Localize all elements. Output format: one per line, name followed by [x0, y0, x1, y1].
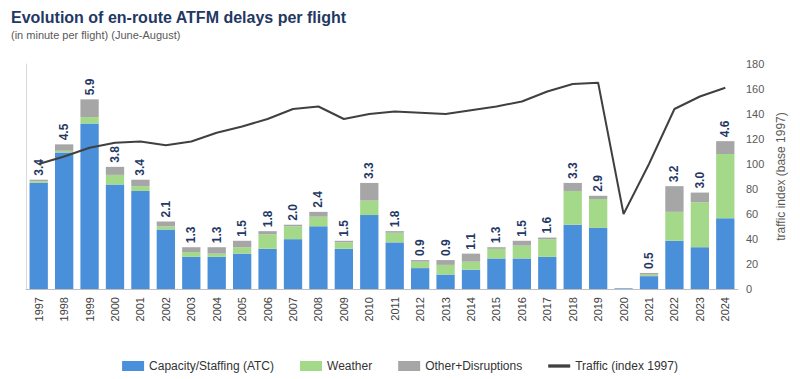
svg-text:2013: 2013	[440, 297, 452, 321]
svg-text:Other+Disruptions: Other+Disruptions	[425, 359, 522, 373]
svg-text:2021: 2021	[643, 297, 655, 321]
svg-text:2001: 2001	[134, 297, 146, 321]
svg-text:2023: 2023	[694, 297, 706, 321]
svg-text:180: 180	[746, 58, 764, 70]
svg-text:2012: 2012	[414, 297, 426, 321]
svg-text:2024: 2024	[719, 297, 731, 321]
svg-text:2019: 2019	[592, 297, 604, 321]
svg-text:1.3: 1.3	[184, 226, 198, 243]
svg-text:2007: 2007	[287, 297, 299, 321]
svg-text:2016: 2016	[516, 297, 528, 321]
svg-text:80: 80	[746, 183, 758, 195]
svg-text:2002: 2002	[160, 297, 172, 321]
svg-text:100: 100	[746, 158, 764, 170]
svg-text:2005: 2005	[236, 297, 248, 321]
svg-text:2017: 2017	[541, 297, 553, 321]
svg-text:3.0: 3.0	[693, 172, 707, 189]
svg-text:3.4: 3.4	[133, 159, 147, 176]
svg-text:Traffic (index 1997): Traffic (index 1997)	[575, 359, 678, 373]
svg-text:3.8: 3.8	[108, 146, 122, 163]
svg-text:2.1: 2.1	[159, 200, 173, 217]
svg-text:1.8: 1.8	[388, 210, 402, 227]
svg-text:1.3: 1.3	[210, 226, 224, 243]
svg-text:140: 140	[746, 108, 764, 120]
svg-text:Capacity/Staffing (ATC): Capacity/Staffing (ATC)	[149, 359, 274, 373]
svg-text:120: 120	[746, 133, 764, 145]
svg-text:traffic index (base 1997): traffic index (base 1997)	[774, 112, 788, 241]
svg-text:1.6: 1.6	[540, 217, 554, 234]
svg-text:1.5: 1.5	[337, 220, 351, 237]
svg-text:1.5: 1.5	[235, 220, 249, 237]
svg-text:1.5: 1.5	[515, 220, 529, 237]
svg-text:2.0: 2.0	[286, 204, 300, 221]
svg-text:20: 20	[746, 258, 758, 270]
svg-text:3.3: 3.3	[362, 162, 376, 179]
svg-text:2018: 2018	[567, 297, 579, 321]
svg-text:5.9: 5.9	[83, 78, 97, 95]
svg-text:0.5: 0.5	[642, 252, 656, 269]
svg-text:2.9: 2.9	[591, 175, 605, 192]
svg-text:0.9: 0.9	[439, 239, 453, 256]
svg-text:4.5: 4.5	[57, 123, 71, 140]
svg-text:2014: 2014	[465, 297, 477, 321]
svg-text:2003: 2003	[185, 297, 197, 321]
svg-text:0: 0	[746, 283, 752, 295]
svg-text:40: 40	[746, 233, 758, 245]
svg-text:2015: 2015	[490, 297, 502, 321]
svg-text:1.3: 1.3	[489, 226, 503, 243]
svg-text:2004: 2004	[211, 297, 223, 321]
svg-text:3.2: 3.2	[667, 165, 681, 182]
svg-text:1.8: 1.8	[261, 210, 275, 227]
svg-text:Evolution of en-route ATFM del: Evolution of en-route ATFM delays per fl…	[11, 9, 347, 26]
svg-text:1.1: 1.1	[464, 233, 478, 250]
svg-text:(in minute per flight) (June-A: (in minute per flight) (June-August)	[11, 29, 180, 41]
svg-text:1999: 1999	[84, 297, 96, 321]
svg-text:1997: 1997	[33, 297, 45, 321]
svg-text:2006: 2006	[262, 297, 274, 321]
svg-text:2.4: 2.4	[311, 191, 325, 208]
svg-text:2008: 2008	[312, 297, 324, 321]
svg-text:2009: 2009	[338, 297, 350, 321]
svg-text:0.9: 0.9	[413, 239, 427, 256]
svg-text:Weather: Weather	[327, 359, 372, 373]
svg-text:4.6: 4.6	[718, 120, 732, 137]
svg-text:3.4: 3.4	[32, 159, 46, 176]
svg-text:2022: 2022	[668, 297, 680, 321]
svg-text:60: 60	[746, 208, 758, 220]
svg-text:3.3: 3.3	[566, 162, 580, 179]
svg-text:160: 160	[746, 83, 764, 95]
svg-text:2010: 2010	[363, 297, 375, 321]
svg-text:1998: 1998	[58, 297, 70, 321]
svg-text:2000: 2000	[109, 297, 121, 321]
svg-text:2011: 2011	[389, 297, 401, 321]
svg-text:2020: 2020	[618, 297, 630, 321]
